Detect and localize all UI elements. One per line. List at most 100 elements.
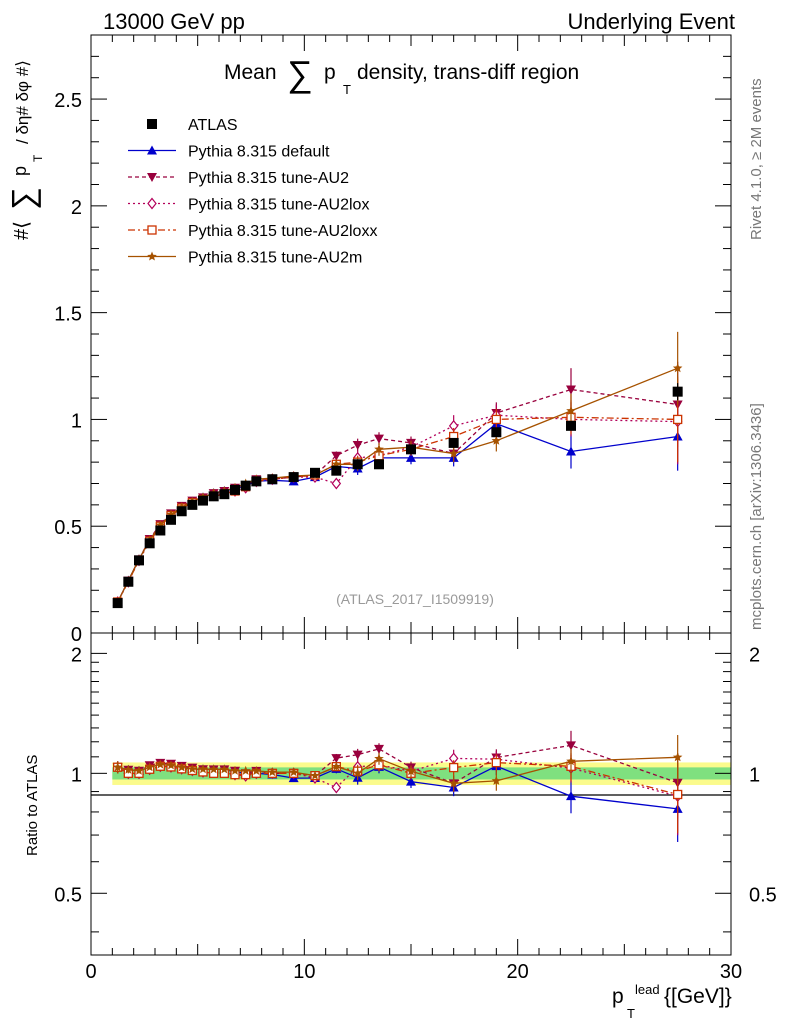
ratio-ytick-label: 0.5	[54, 884, 82, 906]
point-au2m	[566, 405, 576, 415]
ratio-series	[112, 730, 683, 842]
point-data	[166, 514, 176, 525]
point-au2m	[672, 363, 683, 373]
point-data	[198, 495, 208, 506]
ratio-point-au2m	[374, 753, 384, 763]
ratio-point-au2m	[112, 762, 123, 772]
ratio-point-au2loxx	[449, 762, 459, 773]
ratio-xtick-label: 20	[507, 961, 529, 983]
chart-title: Mean ∑ p T density, trans-diff region	[224, 53, 579, 97]
point-au2	[566, 385, 576, 395]
ratio-xtick-label: 30	[720, 961, 742, 983]
point-data	[112, 598, 123, 609]
point-au2m	[491, 435, 502, 445]
point-data	[208, 491, 219, 502]
ratio-point-au2m	[134, 765, 144, 775]
ratio-point-au2m	[144, 762, 155, 772]
ratio-point-au2m	[187, 764, 198, 774]
point-data	[251, 476, 262, 487]
point-data	[267, 474, 278, 485]
ratio-point-default	[406, 776, 416, 786]
main-ytick-label: 0	[71, 624, 82, 646]
point-data	[123, 576, 134, 587]
ratio-point-au2m	[251, 765, 262, 775]
point-data	[134, 555, 144, 566]
point-default	[406, 452, 416, 462]
watermark: (ATLAS_2017_I1509919)	[336, 591, 494, 607]
ratio-point-au2m	[491, 775, 502, 785]
point-au2	[331, 451, 342, 461]
point-data	[310, 467, 320, 478]
legend-label-au2loxx: Pythia 8.315 tune-AU2loxx	[188, 223, 377, 240]
main-ytick-label: 1.5	[54, 304, 82, 326]
point-data	[155, 525, 166, 536]
legend-label-au2m: Pythia 8.315 tune-AU2m	[188, 250, 362, 267]
point-data	[144, 538, 155, 549]
ratio-ytick-label-right: 1	[749, 764, 760, 786]
point-data	[288, 472, 299, 483]
point-au2	[374, 434, 384, 444]
mcplots-label: mcplots.cern.ch [arXiv:1306.3436]	[748, 403, 765, 630]
title-prefix: Mean	[224, 61, 277, 84]
legend-marker-data	[147, 119, 157, 129]
ratio-point-au2m	[166, 760, 176, 770]
ratio-point-au2m	[331, 761, 342, 771]
title-suffix: density, trans-diff region	[357, 61, 579, 84]
title-sub: T	[343, 82, 351, 97]
legend: ATLAS Pythia 8.315 default Pythia 8.315 tu…	[128, 117, 377, 267]
ratio-point-au2m	[352, 768, 363, 778]
point-data	[187, 499, 198, 510]
ratio-point-au2m	[123, 764, 134, 774]
point-data	[240, 480, 251, 491]
ratio-band-inner	[112, 767, 732, 780]
ratio-point-au2m	[566, 756, 576, 766]
ratio-point-au2m	[406, 766, 416, 776]
point-au2loxx	[491, 414, 501, 425]
series-au2lox	[112, 378, 683, 608]
ylabel-suffix: / δη# δφ #⟩	[13, 60, 32, 144]
ylabel-sub: T	[31, 154, 45, 162]
point-data	[448, 437, 459, 448]
ratio-point-au2m	[288, 767, 299, 777]
series-line-au2loxx	[117, 416, 678, 603]
ratio-point-au2m	[219, 764, 230, 774]
ratio-point-au2	[352, 750, 363, 760]
ratio-point-au2	[374, 744, 384, 754]
main-axes: 0 0.5 1 1.5 2 2.5	[54, 35, 732, 646]
main-ylabel: #⟨ ∑ p T / δη# δφ #⟩	[5, 60, 45, 240]
legend-marker-au2	[147, 173, 157, 182]
legend-label-default: Pythia 8.315 default	[188, 144, 330, 161]
xlabel-unit: {[GeV]}	[664, 985, 732, 1008]
ratio-point-au2m	[208, 764, 219, 774]
ratio-ytick-label-right: 0.5	[749, 884, 777, 906]
ratio-point-au2m	[155, 759, 166, 769]
point-data	[230, 484, 240, 495]
point-au2m	[374, 444, 384, 454]
legend-label-data: ATLAS	[188, 117, 238, 134]
series-au2	[112, 361, 683, 608]
point-data	[331, 465, 342, 476]
ratio-ytick-label: 1	[71, 764, 82, 786]
main-ytick-label: 1	[71, 410, 82, 432]
ratio-point-au2m	[176, 762, 187, 772]
ratio-point-au2m	[672, 752, 683, 762]
point-data	[406, 444, 416, 455]
ratio-ytick-label-right: 2	[749, 644, 760, 666]
point-au2m	[166, 509, 176, 519]
legend-marker-au2m	[147, 251, 157, 261]
series-au2m	[112, 331, 683, 607]
ylabel-prefix: #⟨	[11, 221, 33, 240]
ratio-point-au2m	[267, 767, 278, 777]
ratio-xtick-label: 10	[293, 961, 315, 983]
point-data	[374, 459, 384, 470]
x-axis-label: p T lead {[GeV]}	[612, 982, 732, 1021]
ratio-point-default	[566, 791, 576, 801]
ratio-ylabel: Ratio to ATLAS	[24, 755, 41, 856]
ratio-point-au2m	[448, 778, 459, 788]
main-frame	[90, 34, 732, 634]
legend-marker-au2loxx	[147, 225, 157, 235]
legend-label-au2lox: Pythia 8.315 tune-AU2lox	[188, 197, 369, 214]
ylabel-sum: ∑	[5, 187, 41, 210]
header-right: Underlying Event	[567, 9, 735, 34]
legend-marker-au2lox	[147, 197, 157, 210]
